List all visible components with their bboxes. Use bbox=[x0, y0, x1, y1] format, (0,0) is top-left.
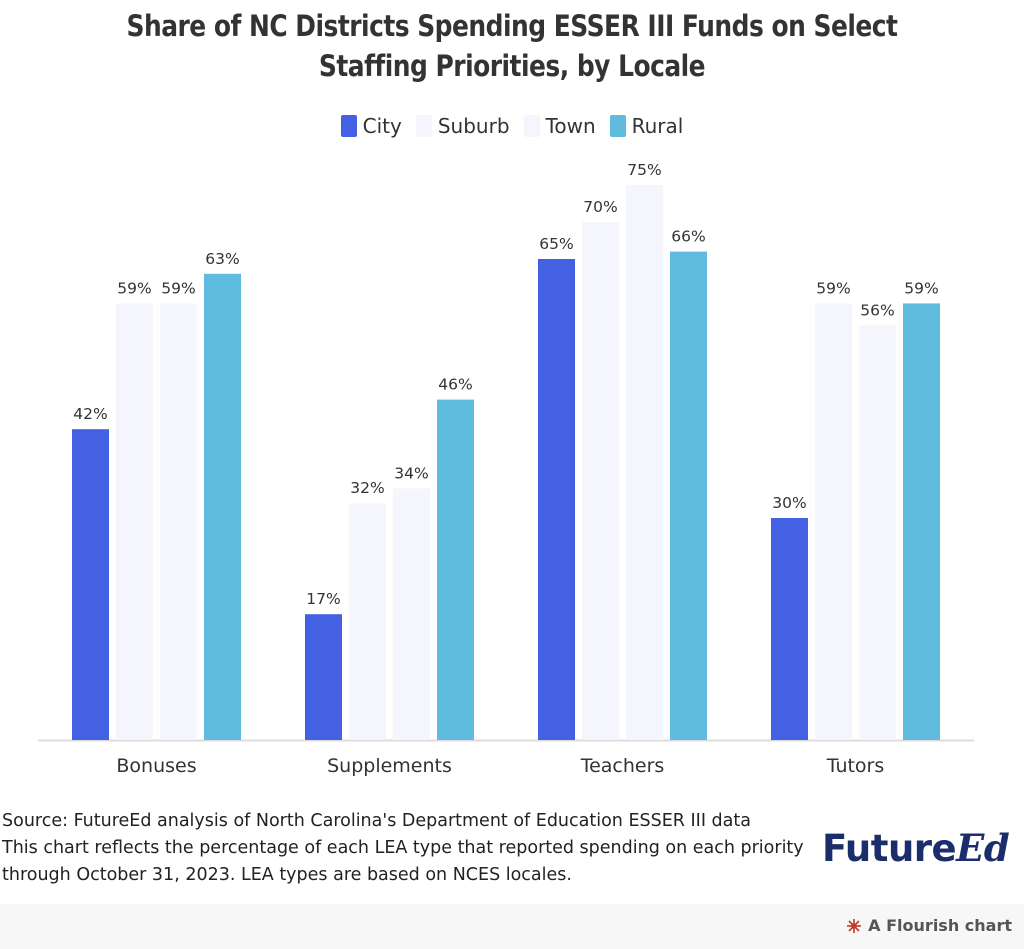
x-tick-label-supplements: Supplements bbox=[327, 755, 452, 777]
data-label-supplements-suburb: 32% bbox=[350, 479, 384, 497]
legend-swatch-rural bbox=[609, 115, 626, 137]
bar-teachers-town[interactable] bbox=[626, 185, 663, 740]
bar-bonuses-rural[interactable] bbox=[204, 273, 241, 740]
data-label-tutors-city: 30% bbox=[772, 494, 806, 512]
data-label-bonuses-town: 59% bbox=[161, 279, 195, 297]
data-label-teachers-town: 75% bbox=[627, 161, 661, 179]
bar-tutors-town[interactable] bbox=[859, 325, 896, 740]
flourish-icon bbox=[847, 918, 862, 933]
logo-text-future: Future bbox=[822, 827, 957, 870]
legend-swatch-town bbox=[523, 115, 540, 137]
bar-tutors-suburb[interactable] bbox=[815, 303, 852, 740]
logo-text-ed: Ed bbox=[956, 826, 1010, 870]
bar-supplements-town[interactable] bbox=[393, 488, 430, 740]
data-label-teachers-rural: 66% bbox=[671, 228, 705, 246]
bar-supplements-suburb[interactable] bbox=[349, 503, 386, 740]
legend-item-town[interactable]: Town bbox=[523, 114, 596, 138]
legend-item-city[interactable]: City bbox=[340, 114, 402, 138]
data-label-bonuses-rural: 63% bbox=[205, 250, 239, 268]
legend-label-rural: Rural bbox=[631, 114, 684, 138]
x-tick-label-tutors: Tutors bbox=[826, 755, 885, 777]
data-label-supplements-town: 34% bbox=[394, 464, 428, 482]
bar-bonuses-suburb[interactable] bbox=[116, 303, 153, 740]
flourish-footer-bar: A Flourish chart bbox=[0, 904, 1024, 949]
bar-teachers-suburb[interactable] bbox=[582, 222, 619, 740]
bar-teachers-city[interactable] bbox=[538, 259, 575, 740]
data-label-supplements-rural: 46% bbox=[438, 376, 472, 394]
futureed-logo: FutureEd bbox=[822, 826, 1010, 870]
legend-label-suburb: Suburb bbox=[437, 114, 510, 138]
data-label-bonuses-city: 42% bbox=[73, 405, 107, 423]
bar-bonuses-city[interactable] bbox=[72, 429, 109, 740]
flourish-label: A Flourish chart bbox=[868, 916, 1012, 935]
footer-notes: Source: FutureEd analysis of North Carol… bbox=[2, 808, 804, 889]
bar-chart: 42% 59% 59% 63% Bonuses 17% 32% 34% 46% Supplemen… bbox=[38, 161, 974, 777]
chart-note-line-1: This chart reflects the percentage of ea… bbox=[2, 838, 804, 858]
source-note: Source: FutureEd analysis of North Carol… bbox=[2, 811, 751, 831]
chart-title: Share of NC Districts Spending ESSER III… bbox=[126, 9, 898, 83]
legend-item-suburb[interactable]: Suburb bbox=[415, 114, 510, 138]
bar-tutors-rural[interactable] bbox=[903, 303, 940, 740]
data-label-tutors-suburb: 59% bbox=[816, 279, 850, 297]
chart-note-line-2: through October 31, 2023. LEA types are … bbox=[2, 865, 572, 885]
data-label-teachers-suburb: 70% bbox=[583, 198, 617, 216]
data-label-supplements-city: 17% bbox=[306, 590, 340, 608]
x-tick-label-bonuses: Bonuses bbox=[116, 755, 196, 777]
data-label-bonuses-suburb: 59% bbox=[117, 279, 151, 297]
bar-teachers-rural[interactable] bbox=[670, 251, 707, 740]
legend-label-city: City bbox=[362, 114, 402, 138]
legend-swatch-suburb bbox=[415, 115, 432, 137]
bar-tutors-city[interactable] bbox=[771, 518, 808, 740]
data-label-tutors-rural: 59% bbox=[904, 279, 938, 297]
legend-swatch-city bbox=[340, 115, 357, 137]
legend-label-town: Town bbox=[545, 114, 596, 138]
bar-bonuses-town[interactable] bbox=[160, 303, 197, 740]
legend-item-rural[interactable]: Rural bbox=[609, 114, 684, 138]
data-label-teachers-city: 65% bbox=[539, 235, 573, 253]
flourish-link[interactable]: A Flourish chart bbox=[846, 916, 1012, 935]
x-tick-label-teachers: Teachers bbox=[580, 755, 665, 777]
bar-supplements-rural[interactable] bbox=[437, 399, 474, 740]
legend: City Suburb Town Rural bbox=[0, 114, 1024, 138]
bar-supplements-city[interactable] bbox=[305, 614, 342, 740]
data-label-tutors-town: 56% bbox=[860, 302, 894, 320]
